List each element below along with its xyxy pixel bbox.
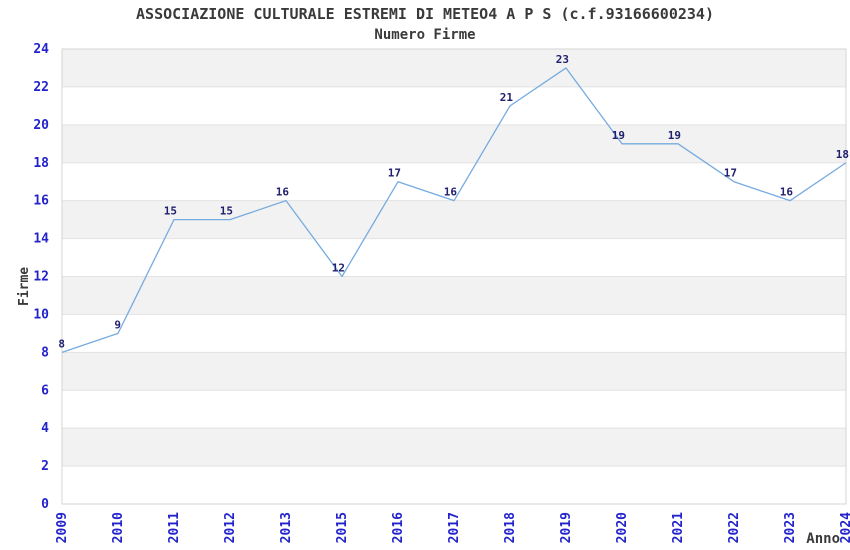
x-tick-label: 2020 bbox=[615, 512, 630, 543]
point-label: 21 bbox=[500, 91, 514, 104]
plot-band bbox=[62, 124, 846, 163]
x-tick-label: 2022 bbox=[727, 512, 742, 543]
point-label: 17 bbox=[724, 167, 737, 180]
plot-band bbox=[62, 428, 846, 467]
y-tick-label: 12 bbox=[33, 270, 49, 285]
point-label: 9 bbox=[114, 318, 121, 331]
plot-band bbox=[62, 49, 846, 87]
data-line bbox=[61, 67, 847, 353]
y-tick-label: 6 bbox=[41, 383, 49, 398]
x-tick-label: 2013 bbox=[279, 512, 294, 543]
x-axis-title: Anno bbox=[806, 531, 840, 547]
plot-band bbox=[62, 352, 846, 391]
y-tick-label: 4 bbox=[41, 421, 49, 436]
y-tick-label: 20 bbox=[33, 118, 49, 133]
plot-border bbox=[61, 48, 847, 505]
point-label: 12 bbox=[332, 262, 345, 275]
y-tick-label: 18 bbox=[33, 156, 49, 171]
x-tick-label: 2009 bbox=[55, 512, 70, 543]
point-label: 23 bbox=[556, 53, 569, 66]
x-tick-label: 2017 bbox=[447, 512, 462, 543]
point-label: 19 bbox=[612, 129, 625, 142]
chart-subtitle: Numero Firme bbox=[374, 27, 476, 43]
y-tick-label: 10 bbox=[33, 307, 49, 322]
x-tick-label: 2012 bbox=[223, 512, 238, 543]
x-tick-label: 2018 bbox=[503, 512, 518, 543]
x-tick-label: 2021 bbox=[671, 512, 686, 543]
y-tick-label: 24 bbox=[33, 42, 49, 57]
y-tick-label: 0 bbox=[41, 497, 49, 512]
x-tick-label: 2010 bbox=[111, 512, 126, 543]
y-tick-label: 22 bbox=[33, 80, 49, 95]
point-label: 8 bbox=[58, 337, 65, 350]
x-tick-label: 2024 bbox=[839, 512, 850, 543]
point-label: 15 bbox=[220, 205, 233, 218]
y-tick-label: 16 bbox=[33, 194, 49, 209]
point-label: 18 bbox=[836, 148, 849, 161]
x-tick-label: 2015 bbox=[335, 512, 350, 543]
x-tick-label: 2019 bbox=[559, 512, 574, 543]
y-tick-label: 2 bbox=[41, 459, 49, 474]
point-label: 19 bbox=[668, 129, 681, 142]
chart-title: ASSOCIAZIONE CULTURALE ESTREMI DI METEO4… bbox=[136, 5, 714, 23]
x-tick-label: 2023 bbox=[783, 512, 798, 543]
x-tick-label: 2016 bbox=[391, 512, 406, 543]
y-tick-label: 8 bbox=[41, 345, 49, 360]
y-tick-label: 14 bbox=[33, 232, 49, 247]
plot-band bbox=[62, 276, 846, 315]
point-label: 15 bbox=[164, 205, 177, 218]
point-label: 16 bbox=[276, 186, 290, 199]
x-tick-label: 2011 bbox=[167, 512, 182, 543]
point-label: 16 bbox=[780, 186, 794, 199]
point-label: 17 bbox=[388, 167, 401, 180]
point-label: 16 bbox=[444, 186, 458, 199]
